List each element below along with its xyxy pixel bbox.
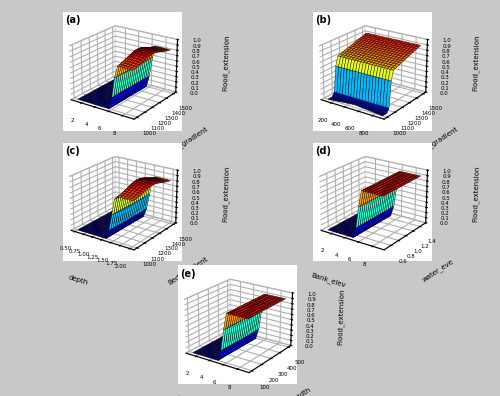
Y-axis label: Bed_gradient: Bed_gradient [416, 125, 459, 156]
X-axis label: width: width [318, 144, 338, 155]
X-axis label: Bank_elev: Bank_elev [176, 394, 212, 396]
Y-axis label: width: width [292, 386, 312, 396]
X-axis label: Bed_elev: Bed_elev [62, 141, 94, 157]
X-axis label: Bank_elev: Bank_elev [310, 272, 346, 289]
Text: (c): (c) [66, 146, 80, 156]
Y-axis label: Bed_gradient: Bed_gradient [166, 255, 208, 286]
X-axis label: depth: depth [68, 274, 89, 286]
Text: (a): (a) [66, 15, 81, 25]
Y-axis label: Bed_gradient: Bed_gradient [166, 125, 208, 156]
Text: (b): (b) [316, 15, 332, 25]
Text: (d): (d) [316, 146, 332, 156]
Y-axis label: water_eve: water_eve [420, 258, 454, 284]
Text: (e): (e) [180, 269, 196, 279]
